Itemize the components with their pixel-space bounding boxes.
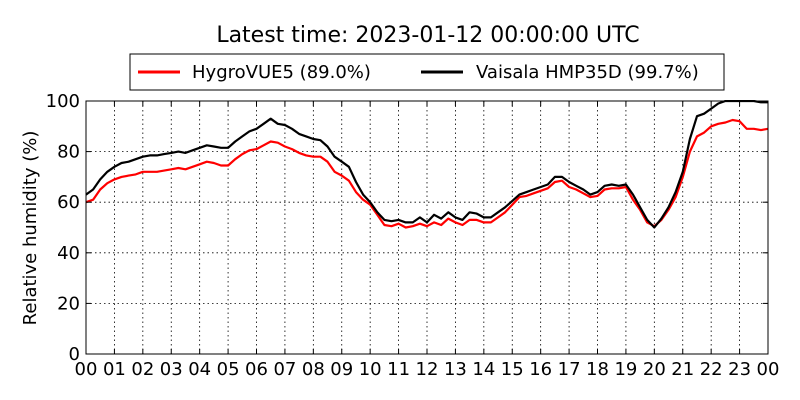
- gridlines: [86, 101, 768, 354]
- x-tick-label: 02: [131, 359, 154, 380]
- x-tick-label: 11: [387, 359, 410, 380]
- series-line-1: [86, 100, 768, 229]
- legend: HygroVUE5 (89.0%) Vaisala HMP35D (99.7%): [129, 53, 725, 91]
- x-tick-label: 17: [558, 359, 581, 380]
- y-tick-label: 80: [57, 142, 80, 163]
- x-tick-label: 03: [160, 359, 183, 380]
- y-tick-label: 0: [69, 344, 80, 365]
- x-tick-label: 00: [757, 359, 780, 380]
- x-tick-label: 18: [586, 359, 609, 380]
- x-tick-label: 19: [614, 359, 637, 380]
- axis-ticks: [85, 100, 769, 355]
- x-tick-label: 08: [302, 359, 325, 380]
- x-tick-label: 16: [529, 359, 552, 380]
- x-tick-label: 04: [188, 359, 211, 380]
- x-tick-label: 23: [728, 359, 751, 380]
- x-tick-label: 20: [643, 359, 666, 380]
- series-layer: [86, 100, 768, 229]
- x-tick-label: 09: [330, 359, 353, 380]
- chart-title: Latest time: 2023-01-12 00:00:00 UTC: [216, 23, 639, 48]
- x-tick-label: 00: [75, 359, 98, 380]
- x-tick-label: 21: [671, 359, 694, 380]
- x-tick-label: 07: [273, 359, 296, 380]
- x-tick-label: 22: [700, 359, 723, 380]
- legend-label-hygrovue5: HygroVUE5 (89.0%): [192, 62, 371, 83]
- y-axis-label: Relative humidity (%): [20, 131, 41, 326]
- x-tick-label: 06: [245, 359, 268, 380]
- x-tick-label: 01: [103, 359, 126, 380]
- legend-label-vaisala: Vaisala HMP35D (99.7%): [476, 62, 699, 83]
- y-tick-label: 100: [46, 91, 80, 112]
- x-tick-label: 10: [359, 359, 382, 380]
- y-tick-label: 40: [57, 243, 80, 264]
- x-tick-label: 05: [217, 359, 240, 380]
- y-tick-labels: 0 20 40 60 80 100: [46, 91, 80, 365]
- y-tick-label: 60: [57, 192, 80, 213]
- x-tick-labels: 00 01 02 03 04 05 06 07 08 09 10 11 12 13 14 15 16 17 18 19…: [75, 359, 780, 380]
- x-tick-label: 14: [472, 359, 495, 380]
- x-tick-label: 15: [501, 359, 524, 380]
- x-tick-label: 12: [416, 359, 439, 380]
- y-tick-label: 20: [57, 293, 80, 314]
- x-tick-label: 13: [444, 359, 467, 380]
